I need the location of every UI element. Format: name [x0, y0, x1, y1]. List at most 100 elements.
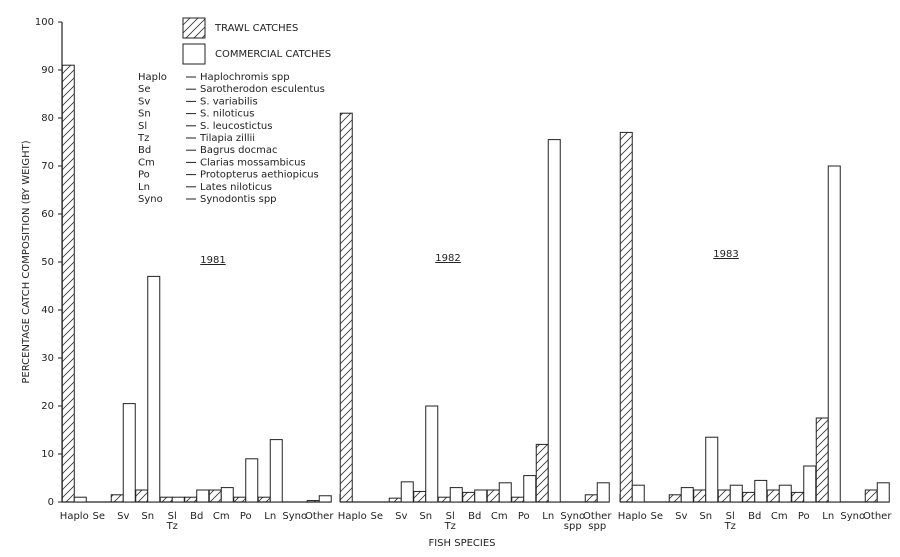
key-code: Ln [138, 182, 150, 193]
x-tick-label: Cm [212, 511, 230, 522]
bar [184, 496, 198, 503]
bar [717, 489, 731, 503]
y-tick-label: 30 [41, 353, 54, 364]
bar [437, 496, 451, 503]
panel-label: 1981 [200, 255, 225, 266]
x-tick-label: Sn [699, 511, 713, 522]
bar [523, 475, 537, 503]
key-name: Synodontis spp [200, 194, 277, 205]
bar [547, 139, 561, 503]
y-tick-label: 60 [41, 209, 54, 220]
bar [122, 403, 136, 503]
bar [462, 491, 476, 503]
bar [147, 275, 161, 503]
x-tick-label: Se [92, 511, 106, 522]
bar [73, 496, 87, 503]
bar [159, 496, 173, 503]
x-tick-label: Po [517, 511, 530, 522]
x-tick-label: Se [650, 511, 664, 522]
bar [135, 489, 149, 503]
x-tick-label: Ln [264, 511, 277, 522]
x-tick-label: Cm [490, 511, 508, 522]
bar [705, 436, 719, 503]
key-name: Tilapia zillii [199, 133, 255, 144]
x-tick-label: Haplo [59, 511, 89, 522]
x-tick-label: Sv [117, 511, 130, 522]
bar [486, 489, 500, 503]
legend-swatch [182, 43, 206, 65]
bar [803, 465, 817, 503]
bar [693, 489, 707, 503]
key-name: S. niloticus [200, 109, 254, 120]
x-tick-label: Syno [282, 511, 308, 522]
x-tick-label: Cm [770, 511, 788, 522]
bar [766, 489, 780, 503]
key-name: Sarotherodon esculentus [200, 84, 325, 95]
x-tick-label: Other [305, 511, 334, 522]
bar [864, 489, 878, 503]
bar [318, 495, 332, 503]
bar [339, 112, 353, 503]
y-tick-label: 100 [35, 17, 54, 28]
key-name: S. leucostictus [200, 121, 272, 132]
x-tick-label: Sn [419, 511, 433, 522]
x-tick-label: Po [239, 511, 252, 522]
bar [742, 491, 756, 503]
x-tick-label: Syno spp [560, 511, 586, 532]
bar [876, 482, 890, 503]
bar [754, 479, 768, 503]
y-tick-label: 40 [41, 305, 54, 316]
bar [245, 458, 259, 503]
key-code: Haplo [138, 72, 167, 83]
x-tick-label: Other spp [583, 511, 612, 532]
key-code: Se [138, 84, 151, 95]
key-name: Lates niloticus [200, 182, 272, 193]
bar [400, 481, 414, 503]
key-code: Sl [138, 121, 147, 132]
bar [596, 482, 610, 503]
bar [388, 497, 402, 503]
x-tick-label: Sn [141, 511, 155, 522]
bar [668, 494, 682, 503]
legend-label: TRAWL CATCHES [214, 23, 298, 34]
x-tick-label: Sv [675, 511, 688, 522]
key-name: Protopterus aethiopicus [200, 170, 319, 181]
x-tick-label: Other [863, 511, 892, 522]
y-tick-label: 0 [48, 497, 54, 508]
panel-label: 1983 [713, 249, 738, 260]
key-code: Bd [138, 145, 151, 156]
bar [61, 64, 75, 503]
x-tick-label: Bd [190, 511, 204, 522]
bar [791, 491, 805, 503]
bar [110, 494, 124, 503]
key-code: Po [138, 170, 150, 181]
bar [257, 496, 271, 503]
y-axis-title: PERCENTAGE CATCH COMPOSITION (BY WEIGHT) [21, 140, 32, 383]
bar [680, 487, 694, 503]
y-tick-label: 80 [41, 113, 54, 124]
x-axis-title: FISH SPECIES [428, 538, 495, 549]
x-tick-label: Po [797, 511, 810, 522]
y-tick-label: 90 [41, 65, 54, 76]
x-tick-label: Sl Tz [444, 511, 456, 532]
bar [631, 484, 645, 503]
x-tick-label: Syno [840, 511, 866, 522]
bar [584, 494, 598, 503]
key-code: Cm [138, 157, 155, 168]
key-code: Sv [138, 96, 150, 107]
bar [729, 484, 743, 503]
y-tick-label: 70 [41, 161, 54, 172]
bar [511, 496, 525, 503]
legend-swatch [182, 17, 206, 39]
x-tick-label: Se [370, 511, 384, 522]
x-tick-label: Sv [395, 511, 408, 522]
x-tick-label: Sl Tz [166, 511, 178, 532]
bar [269, 439, 283, 503]
bar [498, 482, 512, 503]
bar [449, 487, 463, 503]
legend-label: COMMERCIAL CATCHES [215, 49, 331, 60]
bar [619, 131, 633, 503]
bar [425, 405, 439, 503]
